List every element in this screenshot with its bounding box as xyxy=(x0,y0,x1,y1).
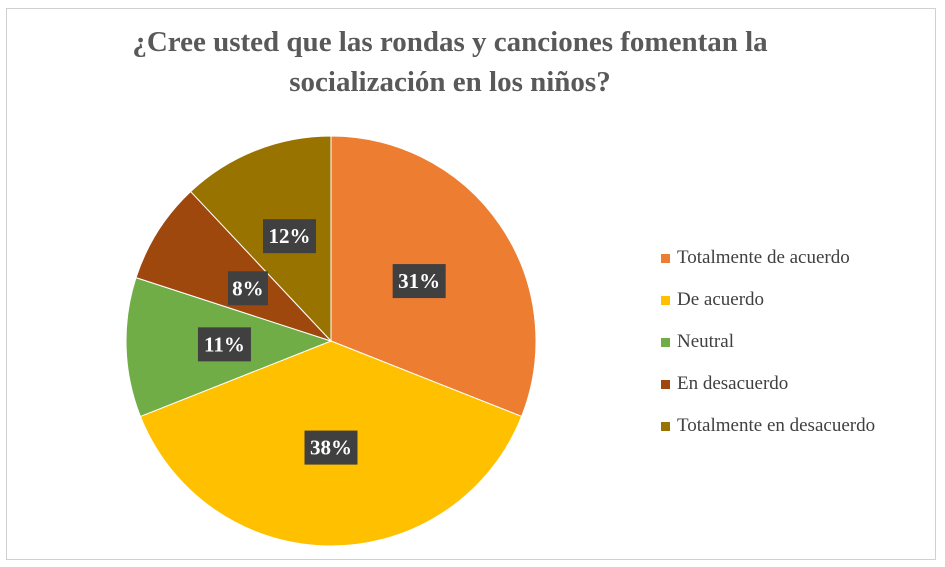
data-label-text: 11% xyxy=(204,332,245,356)
data-label-box xyxy=(197,327,251,362)
data-label-text: 38% xyxy=(310,436,352,460)
legend-swatch xyxy=(661,421,670,431)
legend-item-neutral: Neutral xyxy=(661,321,875,363)
legend-item-totalmente-de-acuerdo: Totalmente de acuerdo xyxy=(661,237,875,279)
legend-label: De acuerdo xyxy=(677,289,765,310)
data-label-box xyxy=(262,219,316,254)
legend-item-de-acuerdo: De acuerdo xyxy=(661,279,875,321)
legend-label: Totalmente en desacuerdo xyxy=(677,415,876,436)
data-label-de-acuerdo: 38% xyxy=(304,430,358,465)
data-label-totalmente-de-acuerdo: 31% xyxy=(392,264,446,299)
data-label-box xyxy=(227,271,268,306)
legend-swatch xyxy=(661,337,670,347)
legend-label: Neutral xyxy=(677,331,734,352)
legend-item-en-desacuerdo: En desacuerdo xyxy=(661,363,875,405)
chart-legend: Totalmente de acuerdo De acuerdo Neutral… xyxy=(661,237,875,447)
legend-swatch xyxy=(661,295,670,305)
data-label-text: 8% xyxy=(232,276,264,300)
legend-swatch xyxy=(661,253,670,263)
legend-swatch xyxy=(661,379,670,389)
legend-item-totalmente-en-desacuerdo: Totalmente en desacuerdo xyxy=(661,405,875,447)
legend-label: Totalmente de acuerdo xyxy=(677,247,850,268)
data-label-text: 31% xyxy=(398,269,440,293)
data-label-box xyxy=(304,430,358,465)
pie-slice-totalmente-en-desacuerdo xyxy=(189,135,332,343)
chart-title: ¿Cree usted que las rondas y canciones f… xyxy=(0,22,900,102)
legend-label: En desacuerdo xyxy=(677,373,789,394)
data-label-en-desacuerdo: 8% xyxy=(227,271,268,306)
pie-slice-en-desacuerdo xyxy=(135,190,332,342)
data-label-neutral: 11% xyxy=(197,327,251,362)
data-label-totalmente-en-desacuerdo: 12% xyxy=(262,219,316,254)
data-label-text: 12% xyxy=(268,224,310,248)
chart-title-line-1: ¿Cree usted que las rondas y canciones f… xyxy=(132,26,768,58)
chart-title-line-2: socialización en los niños? xyxy=(289,66,611,98)
data-label-box xyxy=(392,264,446,299)
